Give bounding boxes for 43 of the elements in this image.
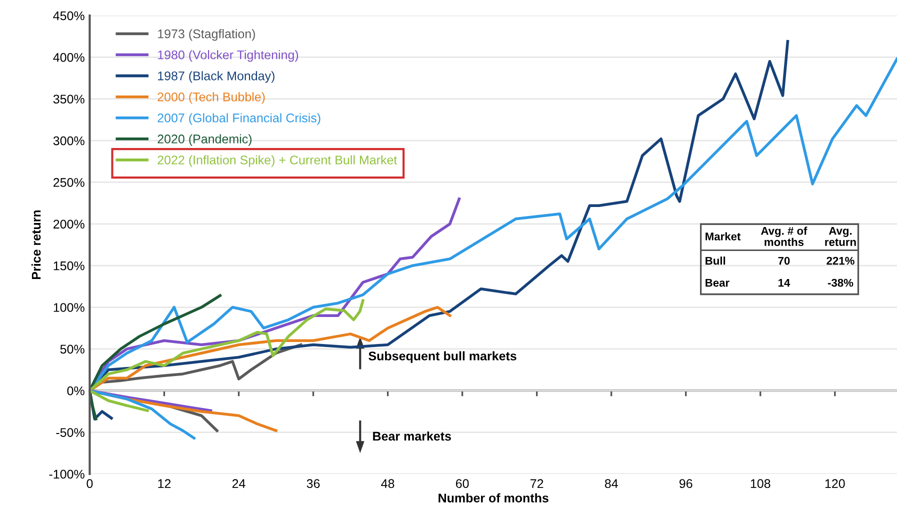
x-tick-label: 24	[232, 479, 246, 488]
y-tick-label: 50%	[60, 344, 84, 354]
y-tick-label: 200%	[54, 220, 84, 229]
y-axis-title: Price return	[32, 210, 41, 279]
y-tick-label: 400%	[53, 53, 84, 62]
x-axis-title: Number of months	[438, 493, 548, 502]
legend-label: 1980 (Volcker Tightening)	[158, 50, 298, 62]
y-tick-label: 150%	[54, 261, 84, 270]
legend-label: 1987 (Black Monday)	[158, 71, 274, 83]
x-tick-label: 36	[306, 479, 320, 488]
y-tick-label: 250%	[54, 178, 84, 187]
x-tick-label: 84	[604, 479, 618, 488]
legend-label: 2022 (Inflation Spike) + Current Bull Market	[158, 155, 398, 167]
annotation: -38%	[828, 278, 854, 287]
legend-label: 2020 (Pandemic)	[158, 134, 252, 146]
x-tick-label: 72	[530, 479, 544, 488]
y-tick-label: 300%	[53, 136, 84, 146]
annotation: 221%	[826, 256, 854, 265]
x-tick-label: 120	[825, 479, 845, 488]
x-tick-label: 12	[158, 479, 171, 488]
y-tick-label: 0%	[67, 386, 84, 396]
x-tick-label: 0	[86, 479, 93, 488]
annotation: Subsequent bull markets	[368, 351, 516, 363]
legend-label: 2007 (Global Financial Crisis)	[158, 113, 320, 125]
legend-label: 2000 (Tech Bubble)	[158, 92, 265, 104]
annotation: Bear markets	[373, 431, 451, 441]
y-tick-label: -100%	[49, 470, 84, 479]
x-tick-label: 60	[456, 479, 469, 488]
legend-label: 1973 (Stagflation)	[158, 29, 255, 41]
y-tick-label: -50%	[56, 428, 84, 437]
annotation: 70	[778, 256, 790, 265]
annotation: Avg. # of months	[761, 226, 808, 246]
x-tick-label: 96	[679, 479, 692, 488]
y-tick-label: 100%	[54, 303, 84, 312]
y-tick-label: 350%	[53, 94, 84, 104]
x-tick-label: 48	[381, 479, 394, 488]
annotation: Bear	[706, 278, 730, 287]
annotation: Market	[706, 232, 741, 240]
x-tick-label: 108	[750, 479, 770, 488]
annotation: Bull	[706, 256, 726, 265]
y-tick-label: 450%	[53, 11, 84, 20]
annotation: Avg. return	[825, 227, 856, 246]
annotation: 14	[778, 278, 790, 287]
